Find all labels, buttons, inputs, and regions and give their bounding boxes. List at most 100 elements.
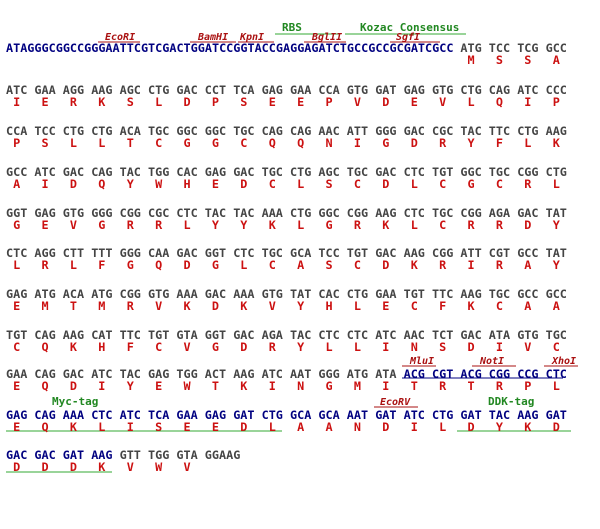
amino-acid: I <box>496 340 503 354</box>
amino-acid: D <box>467 420 474 434</box>
amino-acid: D <box>183 258 190 272</box>
codon: CAA <box>148 246 169 260</box>
codon: CTC <box>347 328 368 342</box>
codon: GAA <box>375 287 396 301</box>
codon: CTG <box>63 124 84 138</box>
amino-acid: V <box>183 460 190 474</box>
amino-acid: T <box>212 379 219 393</box>
codon: GTG <box>347 83 368 97</box>
amino-acid: D <box>183 95 190 109</box>
codon: CGG <box>460 206 481 220</box>
amino-acid: Q <box>155 258 162 272</box>
amino-acid: C <box>240 136 247 150</box>
amino-acid: C <box>411 299 418 313</box>
codon: GAG <box>6 287 27 301</box>
codon: TGC <box>262 246 283 260</box>
amino-acid: D <box>240 177 247 191</box>
amino-acid: E <box>183 420 190 434</box>
amino-acid: E <box>297 95 304 109</box>
amino-acid: D <box>13 460 20 474</box>
codon: GTG <box>517 328 538 342</box>
codon: TGT <box>347 246 368 260</box>
amino-acid: D <box>70 177 77 191</box>
codon: TGT <box>148 328 169 342</box>
amino-acid: T <box>411 379 418 393</box>
amino-acid: D <box>382 420 389 434</box>
amino-acid: D <box>240 340 247 354</box>
codon: CTG <box>347 287 368 301</box>
codon: ATC <box>404 408 425 422</box>
codon: ATG <box>34 287 55 301</box>
amino-acid: Y <box>212 218 220 232</box>
amino-acid: Y <box>127 177 135 191</box>
codon: CAC <box>176 165 197 179</box>
codon: GGG <box>375 124 396 138</box>
amino-acid: L <box>183 218 190 232</box>
amino-acid: P <box>553 95 560 109</box>
codon: GAC <box>176 83 197 97</box>
codon: GCC <box>517 246 538 260</box>
codon: TCC <box>489 41 510 55</box>
codon: TGT <box>432 165 453 179</box>
amino-acid: S <box>325 177 332 191</box>
site-label: EcoRI <box>105 32 135 43</box>
amino-acid: K <box>240 299 248 313</box>
amino-acid: R <box>496 258 504 272</box>
codon: CAG <box>262 124 283 138</box>
amino-acid: C <box>269 258 276 272</box>
amino-acid: T <box>467 379 474 393</box>
codon: GAC <box>233 165 254 179</box>
amino-acid: V <box>524 340 531 354</box>
amino-acid: L <box>553 177 560 191</box>
codon: TCC <box>318 246 339 260</box>
amino-acid: L <box>98 136 105 150</box>
codon: GTT <box>120 448 141 462</box>
amino-acid: E <box>269 95 276 109</box>
amino-acid: P <box>325 95 332 109</box>
amino-acid: S <box>155 420 162 434</box>
amino-acid: G <box>212 258 219 272</box>
amino-acid: N <box>411 340 418 354</box>
site-label: XhoI <box>551 356 576 367</box>
codon: GGT <box>205 246 226 260</box>
amino-acid: H <box>98 340 105 354</box>
amino-acid: D <box>382 95 389 109</box>
codon: CCA <box>6 124 27 138</box>
amino-acid: F <box>496 136 503 150</box>
codon: TTT <box>91 246 112 260</box>
codon: GGC <box>176 124 197 138</box>
amino-acid: W <box>155 460 163 474</box>
amino-acid: I <box>382 340 389 354</box>
amino-acid: C <box>439 218 446 232</box>
amino-acid: C <box>354 258 361 272</box>
codon: ATC <box>6 83 27 97</box>
codon: GAC <box>517 206 538 220</box>
amino-acid: G <box>183 136 190 150</box>
codon: ATC <box>517 83 538 97</box>
codon: ATC <box>375 328 396 342</box>
codon: TCA <box>148 408 169 422</box>
amino-acid: L <box>467 95 474 109</box>
codon: CAT <box>91 328 112 342</box>
codon: CTC <box>176 206 197 220</box>
codon: GAT <box>375 408 396 422</box>
codon: GTG <box>148 287 169 301</box>
codon: GAG <box>205 165 226 179</box>
amino-acid: P <box>524 379 531 393</box>
codon: CGC <box>432 124 453 138</box>
codon: ATA <box>489 328 510 342</box>
amino-acid: R <box>41 258 49 272</box>
amino-acid: V <box>269 299 276 313</box>
amino-acid: V <box>439 95 446 109</box>
amino-acid: L <box>325 340 332 354</box>
amino-acid: C <box>13 340 20 354</box>
codon: CTG <box>91 124 112 138</box>
amino-acid: L <box>524 136 531 150</box>
codon: TAC <box>489 408 510 422</box>
site-label: SgfI <box>396 32 420 43</box>
codon: TGG <box>148 165 169 179</box>
amino-acid: R <box>127 218 135 232</box>
codon: ACA <box>120 124 141 138</box>
amino-acid: H <box>325 299 332 313</box>
amino-acid: D <box>553 420 560 434</box>
